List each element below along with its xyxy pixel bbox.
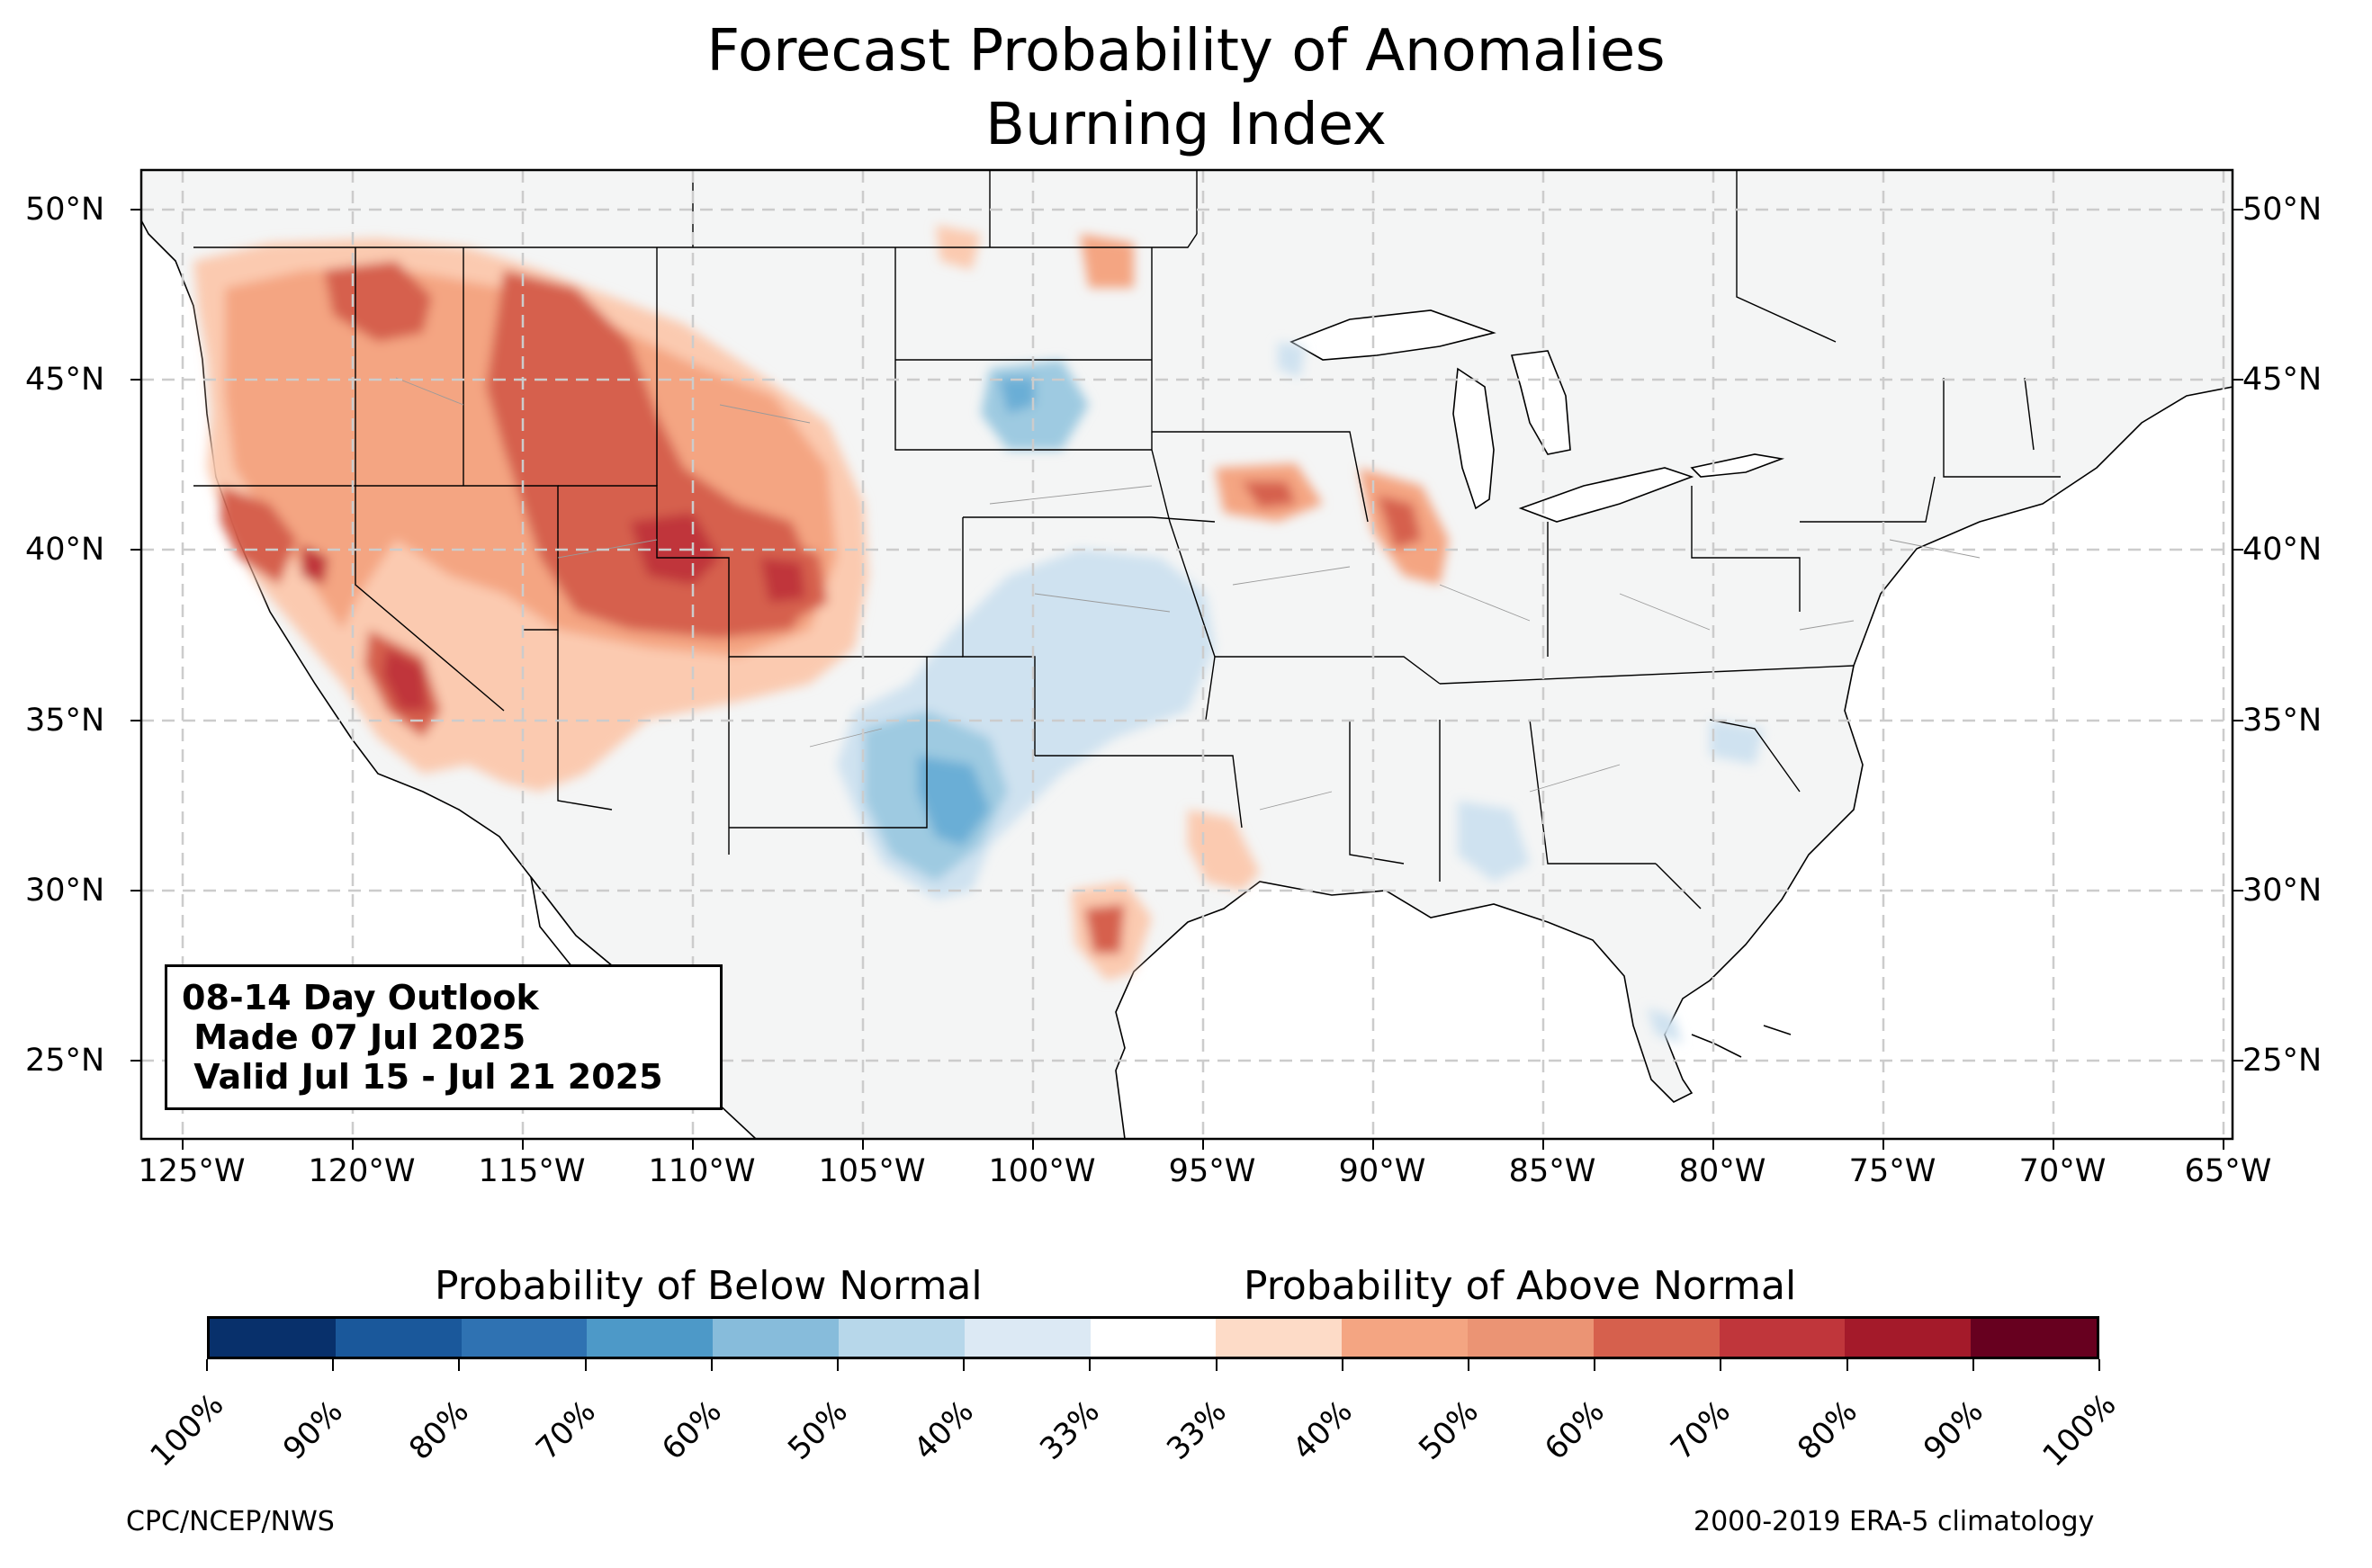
lon-label: 125°W [138, 1153, 246, 1189]
great-lakes [1289, 309, 1785, 523]
colorbar-tick [1846, 1359, 1848, 1371]
colorbar-swatch [335, 1319, 462, 1357]
colorbar-tick-label: 50% [781, 1393, 855, 1467]
colorbar-swatch [964, 1319, 1091, 1357]
colorbar-tick [2098, 1359, 2100, 1371]
colorbar-tick-label: 70% [1664, 1393, 1739, 1467]
colorbar-tick-label: 80% [1790, 1393, 1864, 1467]
lat-label-right: 30°N [2242, 873, 2323, 909]
colorbar-tick [837, 1359, 839, 1371]
footer-climatology: 2000-2019 ERA-5 climatology [1694, 1506, 2095, 1537]
colorbar-tick-label: 60% [1538, 1393, 1613, 1467]
lat-label-left: 30°N [25, 873, 105, 909]
colorbar-tick [332, 1359, 335, 1371]
map-frame [139, 168, 2234, 1141]
colorbar-swatch [1971, 1319, 2097, 1357]
colorbar-tick-label: 40% [1285, 1393, 1360, 1467]
lon-label: 110°W [648, 1153, 756, 1189]
colorbar-tick [1468, 1359, 1469, 1371]
colorbar-tick-label: 50% [1412, 1393, 1486, 1467]
colorbar-tick-label: 80% [402, 1393, 477, 1467]
colorbar-tick [584, 1359, 587, 1371]
colorbar-tick-label: 33% [1033, 1393, 1108, 1467]
colorbar-above-label: Probability of Above Normal [1244, 1263, 1797, 1309]
colorbar-tick-label: 100% [143, 1386, 231, 1474]
colorbar-swatch [1216, 1319, 1343, 1357]
colorbar-swatch [587, 1319, 714, 1357]
lat-label-right: 25°N [2242, 1043, 2323, 1079]
outlook-period: 08-14 Day Outlook [182, 978, 539, 1017]
colorbar-tick-label: 100% [2035, 1386, 2124, 1474]
lon-label: 65°W [2184, 1153, 2272, 1189]
lon-label: 100°W [988, 1153, 1096, 1189]
colorbar-swatch [713, 1319, 839, 1357]
colorbar-swatch [838, 1319, 965, 1357]
colorbar-tick [963, 1359, 966, 1371]
outlook-info-box: 08-14 Day Outlook Made 07 Jul 2025 Valid… [165, 964, 723, 1110]
colorbar-tick [1594, 1359, 1596, 1371]
lat-label-left: 25°N [25, 1043, 105, 1079]
colorbar-tick-label: 33% [1159, 1393, 1234, 1467]
lon-label: 70°W [2018, 1153, 2107, 1189]
colorbar-swatch [1719, 1319, 1846, 1357]
colorbar-swatch [1090, 1319, 1217, 1357]
colorbar-tick-label: 40% [907, 1393, 982, 1467]
lat-label-right: 50°N [2242, 192, 2323, 228]
colorbar-swatch [1467, 1319, 1594, 1357]
colorbar-swatch [1342, 1319, 1468, 1357]
lon-label: 120°W [308, 1153, 416, 1189]
lat-label-left: 50°N [25, 192, 105, 228]
colorbar-swatch [461, 1319, 588, 1357]
gridlines [141, 170, 2233, 1139]
lat-label-left: 35°N [25, 703, 105, 739]
colorbar-swatch [1845, 1319, 1972, 1357]
chart-title-line1: Forecast Probability of Anomalies [706, 18, 1666, 85]
lon-label: 90°W [1338, 1153, 1426, 1189]
colorbar-tick-label: 90% [1916, 1393, 1990, 1467]
colorbar-tick [1215, 1359, 1217, 1371]
colorbar [207, 1316, 2099, 1359]
lon-label: 75°W [1848, 1153, 1936, 1189]
lat-label-left: 45°N [25, 362, 105, 398]
outlook-valid-range: Valid Jul 15 - Jul 21 2025 [182, 1057, 663, 1097]
lon-label: 85°W [1508, 1153, 1596, 1189]
colorbar-tick [1720, 1359, 1722, 1371]
colorbar-swatch [1593, 1319, 1720, 1357]
lat-label-left: 40°N [25, 532, 105, 568]
colorbar-tick [206, 1359, 208, 1371]
chart-title-line2: Burning Index [985, 92, 1387, 158]
lon-label: 105°W [818, 1153, 926, 1189]
outlook-made-date: Made 07 Jul 2025 [182, 1017, 526, 1057]
colorbar-tick [1972, 1359, 1974, 1371]
lat-label-right: 40°N [2242, 532, 2323, 568]
lon-label: 115°W [478, 1153, 586, 1189]
lat-label-right: 35°N [2242, 703, 2323, 739]
colorbar-tick-label: 90% [276, 1393, 351, 1467]
colorbar-swatch [210, 1319, 336, 1357]
colorbar-tick [1089, 1359, 1092, 1371]
colorbar-tick [1341, 1359, 1343, 1371]
lon-label: 80°W [1678, 1153, 1766, 1189]
state-borders [193, 233, 2061, 909]
footer-source: CPC/NCEP/NWS [126, 1506, 335, 1537]
colorbar-tick-label: 60% [654, 1393, 729, 1467]
colorbar-tick [458, 1359, 461, 1371]
lon-label: 95°W [1168, 1153, 1256, 1189]
lat-label-right: 45°N [2242, 362, 2323, 398]
colorbar-tick-label: 70% [528, 1393, 603, 1467]
colorbar-below-label: Probability of Below Normal [435, 1263, 983, 1309]
colorbar-tick [710, 1359, 713, 1371]
